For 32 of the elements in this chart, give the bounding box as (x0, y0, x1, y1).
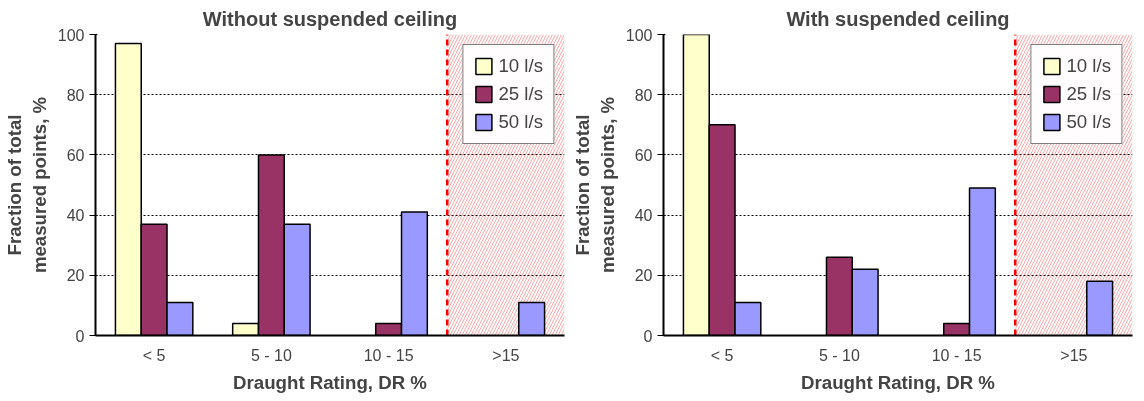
y-tick-label: 80 (634, 86, 653, 104)
y-tick-label: 40 (66, 207, 85, 225)
legend-label: 50 l/s (1066, 111, 1111, 133)
x-tick-label: 10 - 15 (363, 346, 414, 364)
y-tick-label: 0 (643, 327, 653, 345)
y-tick-label: 100 (625, 26, 653, 44)
x-tick-label: 5 - 10 (250, 346, 292, 364)
y-tick-label: 80 (66, 86, 85, 104)
y-axis-title: Fraction of total measured points, % (3, 96, 50, 274)
x-tick-label: 10 - 15 (931, 346, 982, 364)
y-tick-label: 40 (634, 207, 653, 225)
y-tick-label: 20 (66, 267, 85, 285)
chart-title: With suspended ceiling (786, 7, 1010, 30)
x-tick-label: >15 (492, 346, 520, 364)
x-axis-title: Draught Rating, DR % (801, 371, 996, 393)
x-axis-title: Draught Rating, DR % (233, 371, 428, 393)
legend-label: 10 l/s (1066, 55, 1111, 77)
y-tick-label: 0 (75, 327, 85, 345)
x-tick-label: < 5 (710, 346, 734, 364)
y-tick-label: 100 (57, 26, 85, 44)
x-tick-label: < 5 (142, 346, 166, 364)
x-tick-label: >15 (1060, 346, 1088, 364)
legend-label: 25 l/s (1066, 83, 1111, 105)
chart-title: Without suspended ceiling (202, 7, 458, 30)
legend-label: 10 l/s (498, 55, 543, 77)
y-tick-label: 60 (634, 146, 653, 164)
y-tick-label: 60 (66, 146, 85, 164)
legend-label: 25 l/s (498, 83, 543, 105)
x-tick-label: 5 - 10 (818, 346, 860, 364)
y-axis-title: Fraction of total measured points, % (571, 96, 618, 274)
legend-label: 50 l/s (498, 111, 543, 133)
y-tick-label: 20 (634, 267, 653, 285)
